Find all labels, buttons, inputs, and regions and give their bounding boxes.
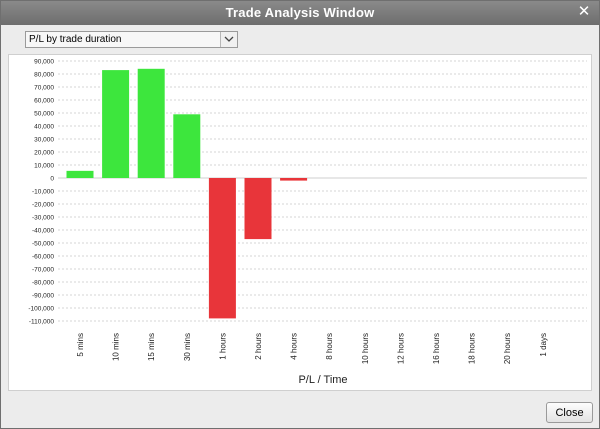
x-tick-label: 15 mins <box>147 333 156 361</box>
x-tick-label: 12 hours <box>396 333 405 364</box>
y-tick-label: -70,000 <box>32 267 54 274</box>
y-tick-label: -40,000 <box>32 228 54 235</box>
x-tick-label: 30 mins <box>183 333 192 361</box>
close-button[interactable]: Close <box>546 402 593 423</box>
x-tick-label: 1 days <box>539 333 548 357</box>
x-tick-label: 18 hours <box>468 333 477 364</box>
y-tick-label: 30,000 <box>34 137 54 144</box>
y-tick-label: 40,000 <box>34 124 54 131</box>
chevron-down-icon[interactable] <box>220 32 237 47</box>
x-tick-label: 2 hours <box>254 333 263 360</box>
title-bar[interactable]: Trade Analysis Window ✕ <box>1 1 599 25</box>
bar-15-mins[interactable] <box>137 68 165 178</box>
bar-2-hours[interactable] <box>244 178 272 240</box>
x-tick-label: 1 hours <box>218 333 227 360</box>
y-tick-label: 50,000 <box>34 111 54 118</box>
bar-1-hours[interactable] <box>208 178 236 319</box>
y-tick-label: -90,000 <box>32 293 54 300</box>
x-tick-label: 16 hours <box>432 333 441 364</box>
y-tick-label: 20,000 <box>34 150 54 157</box>
bar-4-hours[interactable] <box>280 178 308 181</box>
y-tick-label: -20,000 <box>32 202 54 209</box>
close-icon[interactable]: ✕ <box>577 3 591 20</box>
x-tick-label: 5 mins <box>76 333 85 357</box>
x-axis-label: P/L / Time <box>298 374 347 386</box>
y-tick-label: -10,000 <box>32 189 54 196</box>
y-tick-label: 10,000 <box>34 163 54 170</box>
y-tick-label: 80,000 <box>34 72 54 79</box>
chart-panel: 90,000 80,000 70,000 60,000 50,000 40,000 30,0… <box>8 54 592 391</box>
x-tick-label: 20 hours <box>503 333 512 364</box>
y-tick-label: 90,000 <box>34 59 54 66</box>
y-tick-label: 0 <box>50 176 54 183</box>
y-tick-label: -30,000 <box>32 215 54 222</box>
window-title: Trade Analysis Window <box>225 5 375 20</box>
y-tick-label: -110,000 <box>29 319 55 326</box>
y-tick-label: 60,000 <box>34 98 54 105</box>
report-type-dropdown[interactable]: P/L by trade duration <box>25 31 238 48</box>
y-tick-label: -60,000 <box>32 254 54 261</box>
pl-duration-chart: 90,000 80,000 70,000 60,000 50,000 40,000 30,0… <box>28 59 587 386</box>
x-tick-label: 4 hours <box>290 333 299 360</box>
bar-5-mins[interactable] <box>66 170 94 178</box>
y-tick-label: -100,000 <box>28 306 54 313</box>
x-tick-label: 10 mins <box>112 333 121 361</box>
bar-10-mins[interactable] <box>102 70 130 178</box>
bar-30-mins[interactable] <box>173 114 201 178</box>
y-tick-label: -80,000 <box>32 280 54 287</box>
x-tick-label: 8 hours <box>325 333 334 360</box>
y-tick-label: -50,000 <box>32 241 54 248</box>
x-tick-label: 10 hours <box>361 333 370 364</box>
y-tick-label: 70,000 <box>34 85 54 92</box>
dropdown-selected-value: P/L by trade duration <box>29 34 122 45</box>
